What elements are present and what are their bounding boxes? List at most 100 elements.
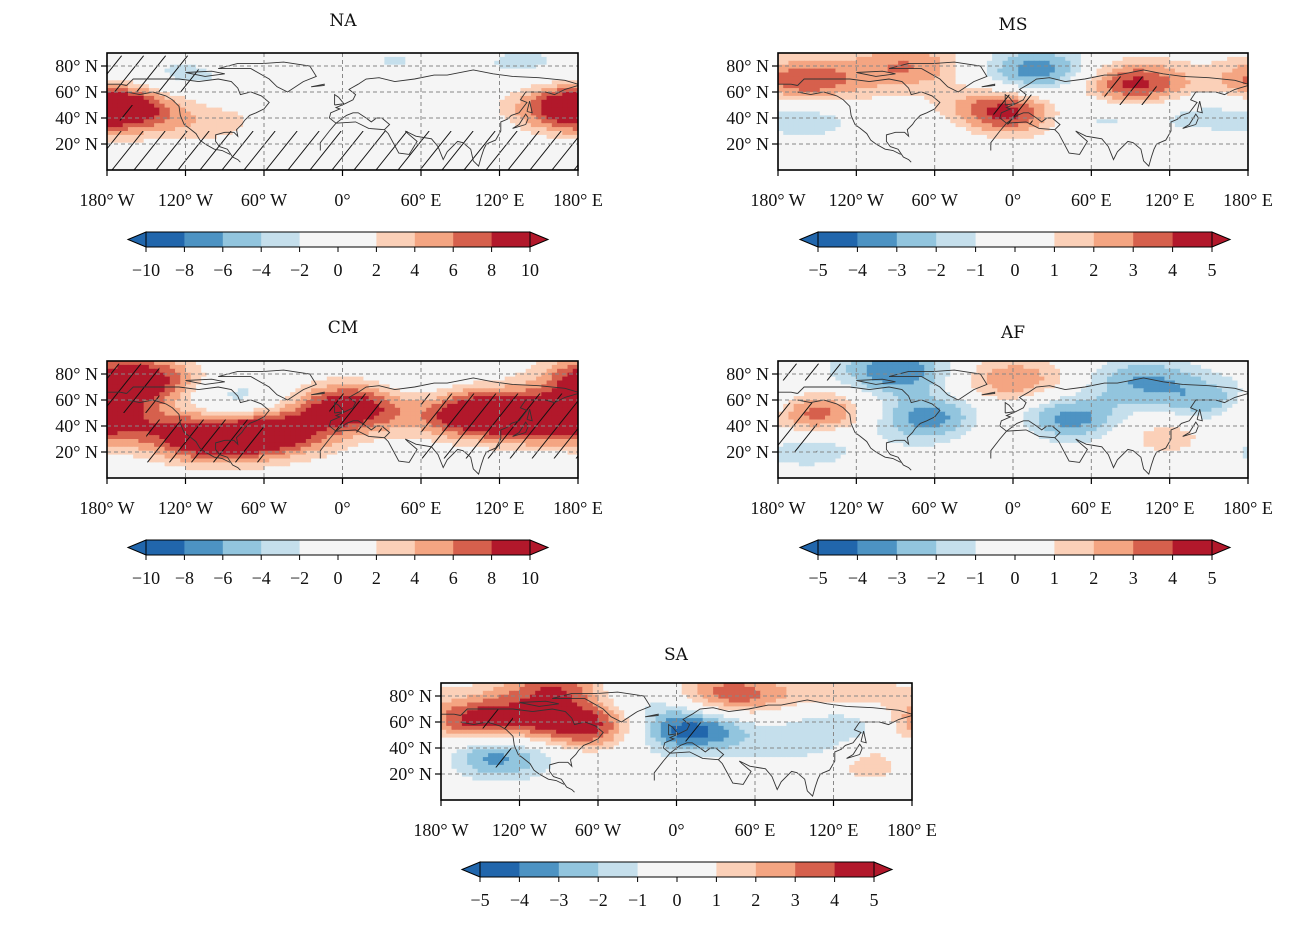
lon-tick-label: 180° E xyxy=(887,820,937,840)
colorbar-tick-label: −8 xyxy=(175,260,194,280)
colorbar-tick-label: −2 xyxy=(927,568,946,588)
colorbar-swatch xyxy=(1015,232,1055,247)
lat-tick-label: 40° N xyxy=(726,416,769,436)
lat-tick-label: 40° N xyxy=(726,108,769,128)
colorbar: −10 −8 −6 −4 −2 0 2 4 6 8 10 xyxy=(126,539,550,588)
lat-tick-label: 60° N xyxy=(55,390,98,410)
colorbar-tick-label: 10 xyxy=(521,568,539,588)
colorbar-tick-label: 2 xyxy=(1089,568,1098,588)
lon-tick-label: 0° xyxy=(334,498,350,518)
lon-tick-label: 60° E xyxy=(401,498,442,518)
colorbar-swatch xyxy=(453,540,493,555)
colorbar-swatch xyxy=(818,540,858,555)
lat-tick-label: 40° N xyxy=(55,108,98,128)
colorbar-tick-label: −4 xyxy=(252,260,271,280)
lon-tick-label: 120° W xyxy=(158,498,213,518)
colorbar-tick-label: 5 xyxy=(870,890,879,910)
anomaly-field xyxy=(778,361,1248,478)
lon-tick-label: 120° W xyxy=(829,190,884,210)
colorbar-swatch xyxy=(222,232,262,247)
colorbar-tick-label: −1 xyxy=(966,260,985,280)
colorbar-swatch xyxy=(184,232,224,247)
colorbar-tick-label: 4 xyxy=(410,568,419,588)
panel-sa: SA 20° N 40° N 60° N 80° N 180° W 120° W 60° W 0… xyxy=(389,645,937,910)
colorbar-swatch xyxy=(896,232,937,247)
colorbar-swatch xyxy=(414,232,454,247)
colorbar-max-extend xyxy=(1211,539,1232,556)
colorbar-swatch xyxy=(1054,232,1095,247)
colorbar-tick-label: −3 xyxy=(887,568,906,588)
colorbar-swatch xyxy=(1015,540,1055,555)
lon-tick-label: 120° E xyxy=(1145,190,1195,210)
colorbar-swatch xyxy=(146,232,185,247)
colorbar-tick-label: 4 xyxy=(830,890,839,910)
colorbar-swatch xyxy=(376,232,416,247)
lon-tick-label: 180° W xyxy=(750,190,805,210)
colorbar-swatch xyxy=(491,540,531,555)
colorbar-tick-label: 2 xyxy=(751,890,760,910)
lat-tick-label: 20° N xyxy=(389,764,432,784)
colorbar: −10 −8 −6 −4 −2 0 2 4 6 8 10 xyxy=(126,231,550,280)
colorbar: −5 −4 −3 −2 −1 0 1 2 3 4 5 xyxy=(460,861,894,910)
lon-tick-label: 60° E xyxy=(1071,498,1112,518)
panel-title: AF xyxy=(1000,323,1025,343)
coastlines xyxy=(778,369,1248,475)
lon-tick-label: 180° W xyxy=(750,498,805,518)
colorbar-tick-label: 1 xyxy=(712,890,721,910)
colorbar-swatch xyxy=(1133,232,1174,247)
colorbar-swatch xyxy=(818,232,858,247)
colorbar-tick-label: −6 xyxy=(213,260,232,280)
lon-tick-label: 180° W xyxy=(79,498,134,518)
colorbar-min-extend xyxy=(798,539,819,556)
lon-tick-label: 120° W xyxy=(492,820,547,840)
panel-na: NA 20° N 40° N 60° N 80° N 180° W 120° W 60° W 0… xyxy=(55,11,603,280)
colorbar-swatch xyxy=(146,540,185,555)
colorbar-tick-label: 5 xyxy=(1208,260,1217,280)
colorbar-min-extend xyxy=(126,231,147,248)
colorbar-tick-label: 0 xyxy=(673,890,682,910)
colorbar-tick-label: 3 xyxy=(791,890,800,910)
colorbar-swatch xyxy=(1172,540,1213,555)
colorbar-swatch xyxy=(1172,232,1213,247)
lon-tick-label: 120° E xyxy=(1145,498,1195,518)
colorbar-swatch xyxy=(184,540,224,555)
colorbar-swatch xyxy=(598,862,639,877)
colorbar-swatch xyxy=(637,862,678,877)
lon-tick-label: 60° W xyxy=(911,498,957,518)
colorbar-tick-label: 5 xyxy=(1208,568,1217,588)
colorbar-tick-label: −6 xyxy=(213,568,232,588)
colorbar-tick-label: 3 xyxy=(1129,260,1138,280)
colorbar-tick-label: 1 xyxy=(1050,260,1059,280)
colorbar-max-extend xyxy=(529,231,550,248)
coastlines xyxy=(107,369,578,475)
coastlines xyxy=(441,691,912,797)
colorbar-swatch xyxy=(755,862,796,877)
colorbar-swatch xyxy=(896,540,937,555)
colorbar-swatch xyxy=(414,540,454,555)
colorbar-swatch xyxy=(1093,232,1134,247)
lon-tick-label: 60° E xyxy=(401,190,442,210)
colorbar-tick-label: −3 xyxy=(887,260,906,280)
lat-tick-label: 20° N xyxy=(55,134,98,154)
panel-title: SA xyxy=(664,645,689,665)
lon-tick-label: 120° E xyxy=(475,498,525,518)
colorbar-swatch xyxy=(857,232,898,247)
colorbar-tick-label: −1 xyxy=(628,890,647,910)
colorbar-swatch xyxy=(1133,540,1174,555)
colorbar-tick-label: 0 xyxy=(1011,260,1020,280)
colorbar-tick-label: 8 xyxy=(487,260,496,280)
colorbar-tick-label: −4 xyxy=(510,890,529,910)
lon-tick-label: 0° xyxy=(668,820,684,840)
lat-tick-label: 40° N xyxy=(389,738,432,758)
lon-tick-label: 60° E xyxy=(735,820,776,840)
colorbar-swatch xyxy=(834,862,875,877)
lon-tick-label: 0° xyxy=(1005,190,1021,210)
colorbar-max-extend xyxy=(873,861,894,878)
lat-tick-label: 60° N xyxy=(726,390,769,410)
gridlines xyxy=(107,361,578,478)
lon-tick-label: 120° E xyxy=(475,190,525,210)
lon-tick-label: 180° E xyxy=(1223,498,1273,518)
panel-title: CM xyxy=(328,318,358,338)
lat-tick-label: 20° N xyxy=(726,442,769,462)
